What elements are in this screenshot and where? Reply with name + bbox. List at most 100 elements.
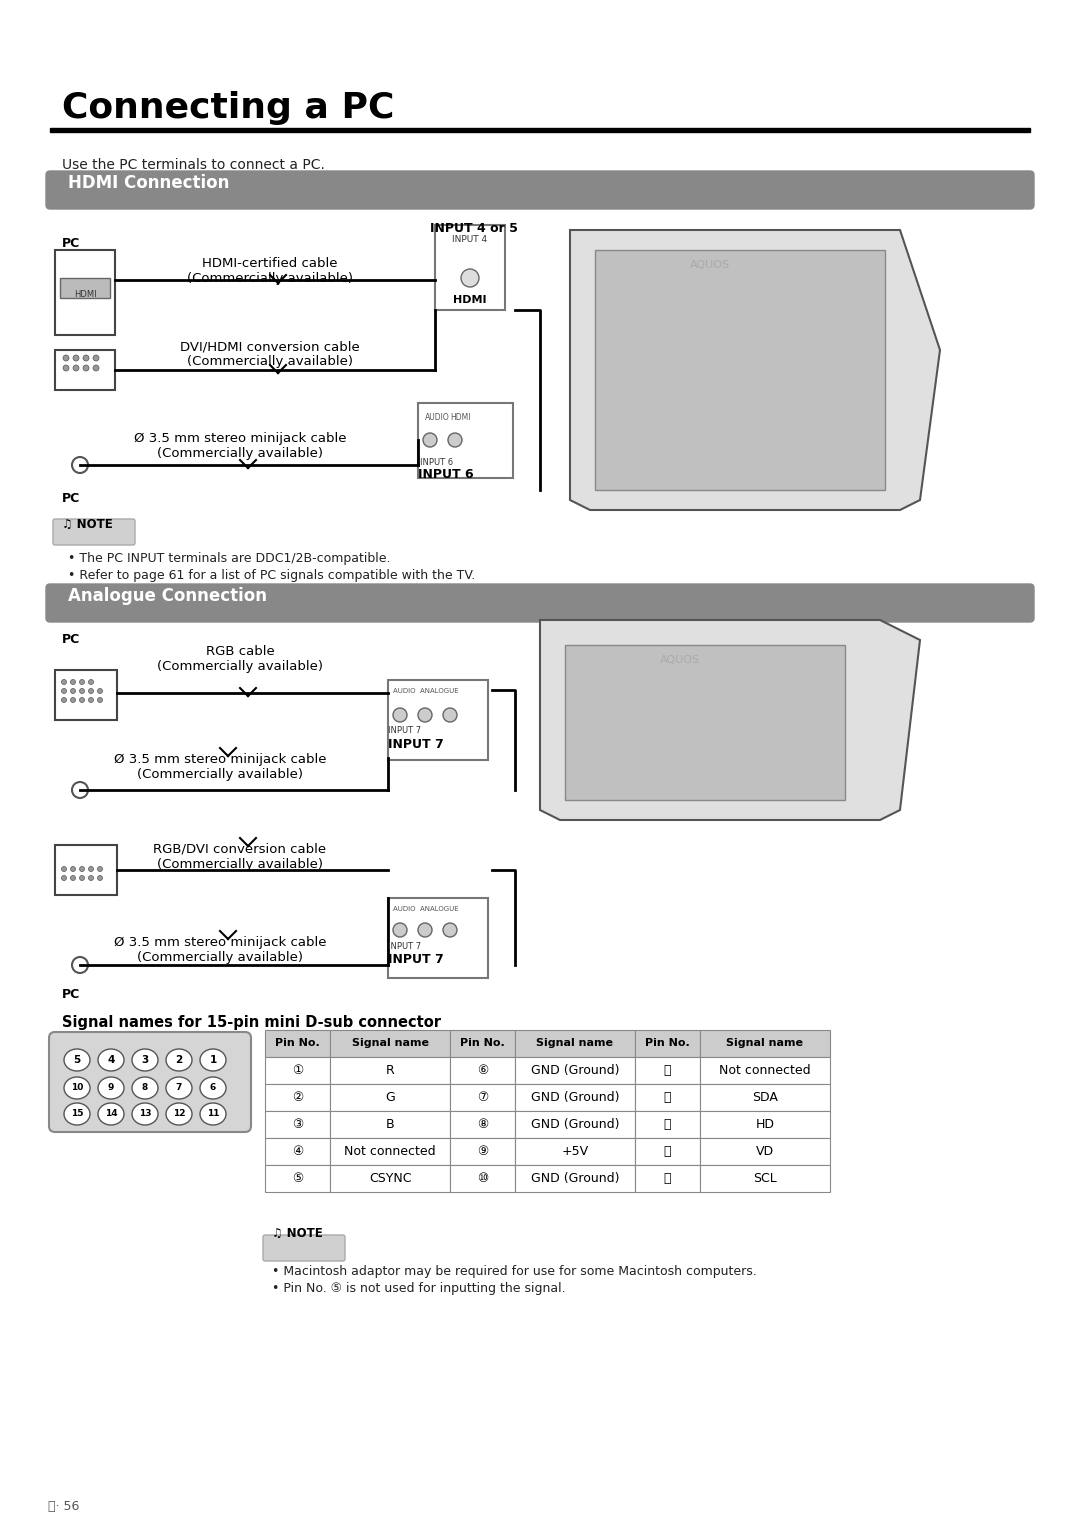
Bar [515,1165,635,1193]
Text: • The PC INPUT terminals are DDC1/2B-compatible.: • The PC INPUT terminals are DDC1/2B-com… [68,551,391,565]
Bar [330,1057,450,1084]
Text: INPUT 4: INPUT 4 [453,235,487,244]
Circle shape [72,957,87,973]
Text: 11: 11 [206,1110,219,1118]
Bar [330,1165,450,1193]
Text: ④: ④ [292,1145,303,1157]
Bar [330,1112,450,1138]
Bar [330,1084,450,1112]
Text: Analogue Connection: Analogue Connection [68,586,267,605]
Circle shape [423,434,437,447]
Bar [55,250,114,334]
Circle shape [73,365,79,371]
Bar [388,898,488,977]
Circle shape [62,866,67,872]
Text: ⑩: ⑩ [477,1173,488,1185]
Text: 4: 4 [107,1055,114,1064]
Text: ⑥: ⑥ [477,1064,488,1077]
Text: INPUT 4 or 5: INPUT 4 or 5 [430,221,518,235]
Bar [515,1031,635,1057]
Bar [635,1165,700,1193]
Bar [450,1138,515,1165]
Bar [635,1112,700,1138]
Circle shape [62,875,67,881]
Polygon shape [570,231,940,510]
Ellipse shape [98,1077,124,1099]
Bar [700,1057,831,1084]
Circle shape [70,680,76,684]
Circle shape [89,698,94,702]
Circle shape [80,680,84,684]
Text: AUDIO  ANALOGUE: AUDIO ANALOGUE [393,906,459,912]
Circle shape [448,434,462,447]
Bar [55,670,117,721]
Text: PC: PC [62,634,80,646]
Text: ⑦: ⑦ [477,1090,488,1104]
Text: Not connected: Not connected [345,1145,436,1157]
Bar [565,644,845,800]
Ellipse shape [166,1049,192,1070]
Text: PC: PC [62,988,80,1002]
Text: Signal name: Signal name [351,1038,429,1049]
Ellipse shape [98,1102,124,1125]
Ellipse shape [64,1049,90,1070]
Bar [330,1031,450,1057]
Circle shape [393,922,407,938]
Circle shape [89,680,94,684]
Text: ⑧: ⑧ [477,1118,488,1132]
Text: INPUT 7: INPUT 7 [388,738,444,751]
Text: ⑨: ⑨ [477,1145,488,1157]
Circle shape [97,698,103,702]
Bar [388,680,488,760]
Bar [595,250,885,490]
Text: PC: PC [62,237,80,250]
Circle shape [93,365,99,371]
Polygon shape [540,620,920,820]
Text: 9: 9 [108,1084,114,1092]
Circle shape [80,866,84,872]
Text: Signal names for 15-pin mini D-sub connector: Signal names for 15-pin mini D-sub conne… [62,1015,441,1031]
Circle shape [89,689,94,693]
Text: PC: PC [62,492,80,505]
Text: ③: ③ [292,1118,303,1132]
Bar [265,1084,330,1112]
Text: HDMI Connection: HDMI Connection [68,174,229,192]
Text: DVI/HDMI conversion cable
(Commercially available): DVI/HDMI conversion cable (Commercially … [180,341,360,368]
Circle shape [80,875,84,881]
Text: INPUT 7: INPUT 7 [388,953,444,967]
Text: • Macintosh adaptor may be required for use for some Macintosh computers.: • Macintosh adaptor may be required for … [272,1264,757,1278]
Bar [635,1057,700,1084]
Text: B: B [386,1118,394,1132]
Bar [265,1057,330,1084]
Circle shape [72,457,87,473]
Circle shape [80,689,84,693]
Text: Pin No.: Pin No. [645,1038,690,1049]
Text: AUDIO: AUDIO [426,412,449,421]
Text: HD: HD [756,1118,774,1132]
Text: • Refer to page 61 for a list of PC signals compatible with the TV.: • Refer to page 61 for a list of PC sign… [68,570,475,582]
Bar [55,350,114,389]
Circle shape [63,354,69,360]
Text: 7: 7 [176,1084,183,1092]
Bar [450,1057,515,1084]
Bar [265,1138,330,1165]
Bar [515,1138,635,1165]
Ellipse shape [64,1102,90,1125]
Text: Pin No.: Pin No. [460,1038,504,1049]
Circle shape [97,689,103,693]
Circle shape [62,689,67,693]
Bar [700,1165,831,1193]
FancyBboxPatch shape [46,171,1034,209]
Circle shape [443,922,457,938]
Text: RGB/DVI conversion cable
(Commercially available): RGB/DVI conversion cable (Commercially a… [153,843,326,870]
Text: HDMI: HDMI [454,295,487,305]
Ellipse shape [98,1049,124,1070]
Circle shape [70,875,76,881]
Bar [265,1031,330,1057]
FancyBboxPatch shape [264,1235,345,1261]
Bar [515,1057,635,1084]
Text: ♫ NOTE: ♫ NOTE [62,518,112,531]
Text: ⑭: ⑭ [664,1145,672,1157]
Bar [450,1112,515,1138]
Bar [450,1031,515,1057]
